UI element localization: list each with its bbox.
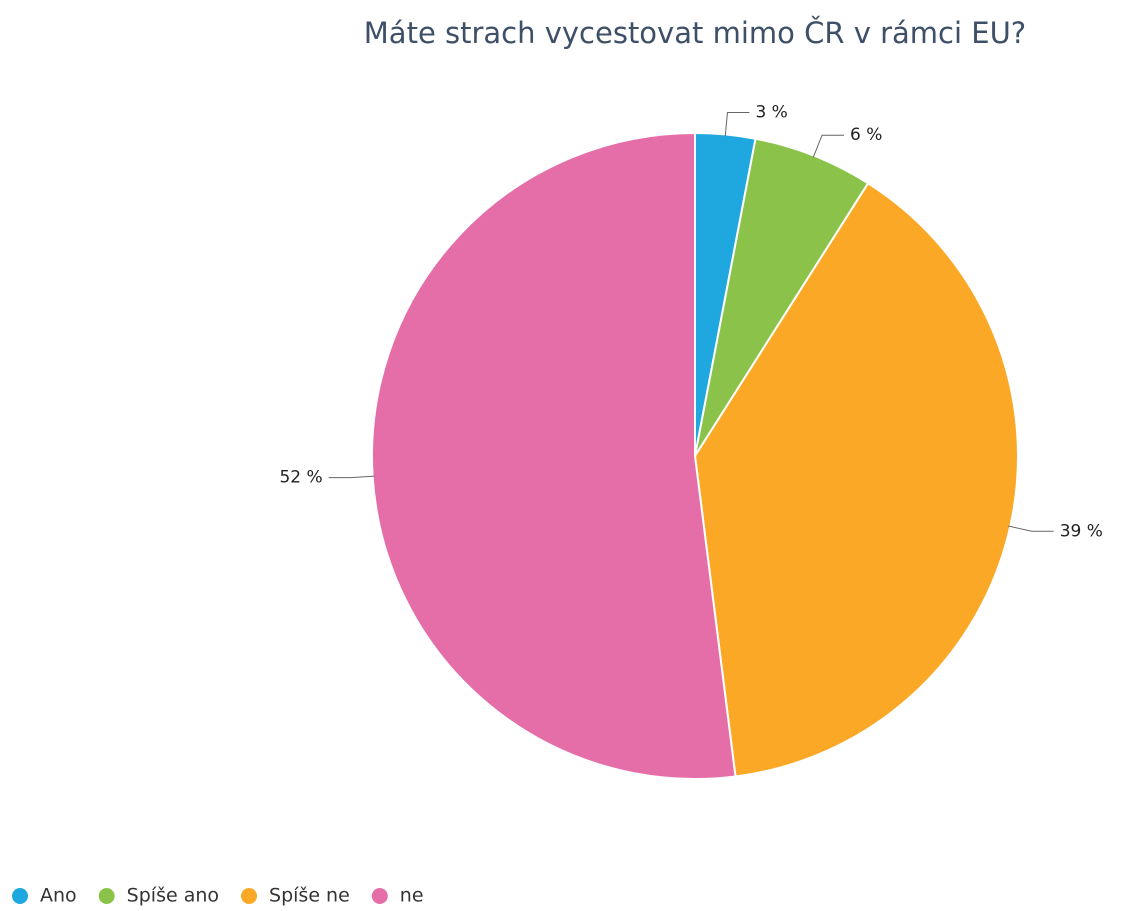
legend-marker <box>98 888 115 904</box>
legend-label: ne <box>400 885 424 907</box>
legend-label: Spíše ano <box>127 885 219 907</box>
leader-line <box>724 112 750 137</box>
pie-slice <box>371 131 737 780</box>
data-label: 39 % <box>1060 521 1103 541</box>
legend-label: Ano <box>40 885 77 907</box>
chart-title: Máte strach vycestovat mimo ČR v rámci E… <box>364 16 1026 50</box>
data-label: 3 % <box>755 103 787 123</box>
legend-marker <box>241 888 258 904</box>
legend-marker <box>12 888 28 904</box>
legend-marker <box>371 888 388 904</box>
leader-line <box>812 134 845 158</box>
legend-label: Spíše ne <box>269 885 350 907</box>
leader-line <box>1008 525 1054 532</box>
data-label: 6 % <box>850 125 882 145</box>
data-label: 52 % <box>279 468 322 488</box>
leader-line <box>328 475 375 479</box>
